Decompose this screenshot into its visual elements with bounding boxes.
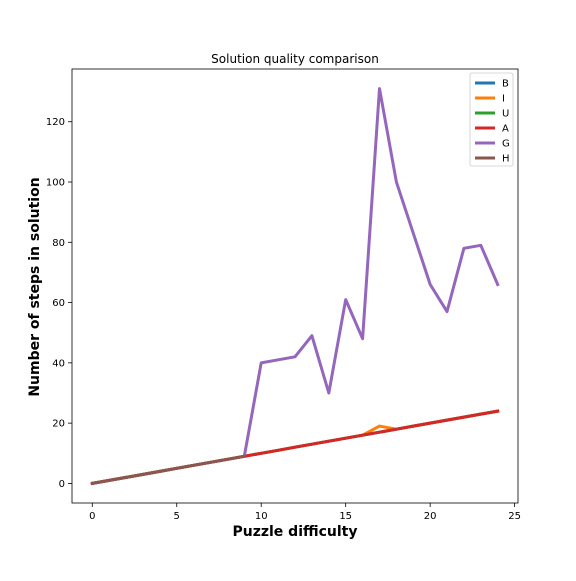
series-layer	[90, 87, 500, 486]
y-tick-label: 100	[46, 178, 65, 189]
y-axis-ticks: 0 20 40 60 80 100 120	[46, 117, 72, 490]
x-tick-label: 25	[508, 511, 521, 522]
y-tick-label: 0	[59, 479, 65, 490]
y-tick-label: 120	[46, 117, 65, 128]
x-tick-label: 20	[424, 511, 437, 522]
y-tick-label: 80	[52, 238, 65, 249]
x-tick-label: 5	[174, 511, 180, 522]
x-tick-label: 10	[255, 511, 268, 522]
x-axis-ticks: 0 5 10 15 20 25	[89, 503, 521, 522]
legend-label-A: A	[502, 124, 509, 135]
legend-label-U: U	[502, 109, 509, 120]
y-tick-label: 60	[52, 298, 65, 309]
legend-label-I: I	[502, 94, 505, 105]
y-tick-label: 20	[52, 419, 65, 430]
legend-label-B: B	[502, 79, 509, 90]
legend-label-G: G	[502, 139, 510, 150]
series-line-H	[90, 454, 247, 486]
x-tick-label: 0	[89, 511, 95, 522]
y-tick-label: 40	[52, 358, 65, 369]
y-axis-label: Number of steps in solution	[27, 177, 43, 396]
x-tick-label: 15	[339, 511, 352, 522]
legend-label-H: H	[502, 154, 510, 165]
plot-frame	[71, 68, 519, 504]
chart-title: Solution quality comparison	[211, 52, 379, 66]
x-axis-label: Puzzle difficulty	[232, 524, 357, 540]
